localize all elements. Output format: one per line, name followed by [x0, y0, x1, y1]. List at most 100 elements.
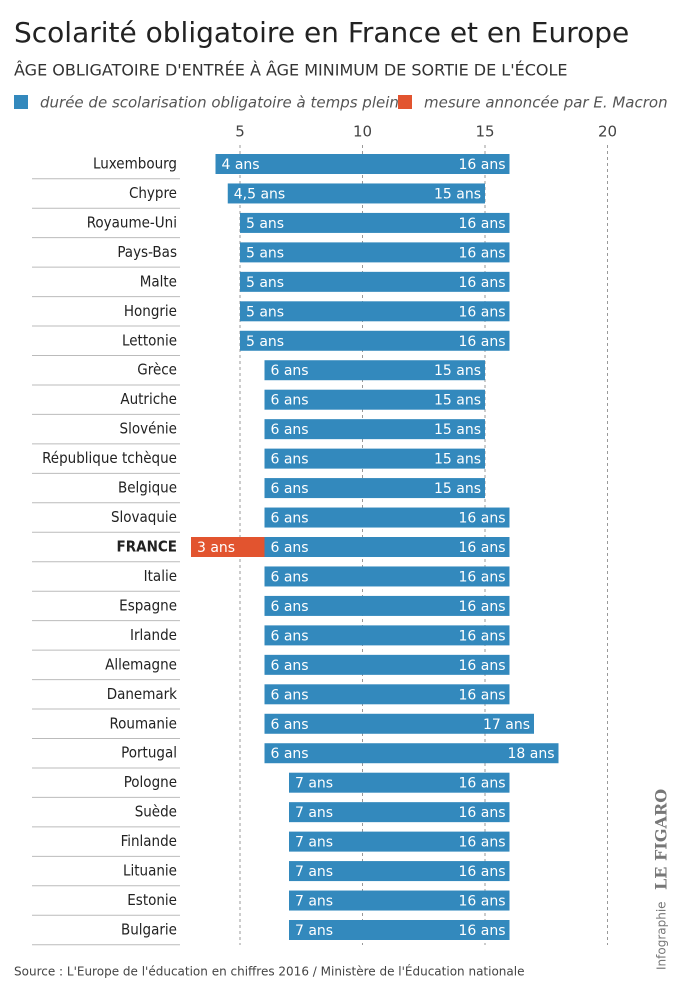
bar-high-label: 16 ans	[458, 805, 505, 821]
y-tick-label: Roumanie	[109, 714, 177, 732]
y-tick-label: Royaume-Uni	[87, 213, 177, 231]
bar-high-label: 16 ans	[458, 628, 505, 644]
bar-high-label: 16 ans	[458, 304, 505, 320]
bar	[289, 861, 510, 882]
y-tick-label: Lettonie	[122, 331, 177, 349]
bar-low-label: 6 ans	[271, 569, 309, 585]
bar	[215, 154, 510, 174]
bar-high-label: 15 ans	[434, 363, 481, 379]
bar-low-label: 5 ans	[246, 275, 284, 291]
y-tick-label: Pologne	[124, 773, 177, 791]
bar	[264, 713, 534, 734]
y-tick-label: Grèce	[137, 361, 177, 379]
bar-high-label: 16 ans	[458, 245, 505, 261]
bar-low-label: 7 ans	[295, 894, 333, 910]
bar-low-label: 7 ans	[295, 805, 333, 821]
bar	[264, 743, 559, 764]
bar-high-label: 15 ans	[434, 422, 481, 438]
y-tick-label: Pays-Bas	[117, 243, 177, 261]
chart-title: Scolarité obligatoire en France et en Eu…	[14, 16, 629, 49]
bar	[264, 478, 485, 499]
bar-high-label: 16 ans	[458, 540, 505, 556]
y-tick-label: Belgique	[118, 479, 177, 497]
bar-high-label: 16 ans	[458, 334, 505, 350]
bar-high-label: 16 ans	[458, 687, 505, 703]
bar	[240, 212, 510, 233]
bar-low-label: 4,5 ans	[234, 186, 285, 202]
x-tick-label: 15	[475, 123, 494, 141]
y-tick-label: Irlande	[130, 626, 177, 644]
bar-low-label: 4 ans	[222, 157, 260, 173]
legend-swatch	[398, 95, 412, 109]
bar-high-label: 16 ans	[458, 923, 505, 939]
bar-low-label: 7 ans	[295, 923, 333, 939]
y-tick-label: Slovaquie	[111, 508, 177, 526]
bar	[264, 507, 510, 528]
y-tick-label: Danemark	[107, 685, 177, 703]
y-tick-label: Portugal	[121, 744, 177, 762]
bar-low-label: 5 ans	[246, 304, 284, 320]
bar-high-label: 15 ans	[434, 452, 481, 468]
bar-high-label: 16 ans	[458, 894, 505, 910]
y-tick-label: Estonie	[127, 891, 177, 909]
bar-high-label: 17 ans	[483, 717, 530, 733]
bar	[264, 595, 510, 616]
bar-high-label: 16 ans	[458, 511, 505, 527]
bar-low-label: 6 ans	[271, 658, 309, 674]
bar	[264, 654, 510, 675]
bar-low-label: 6 ans	[271, 422, 309, 438]
bar	[264, 625, 510, 646]
credit-text: Infographie	[655, 901, 669, 970]
bar	[264, 537, 510, 557]
bar	[289, 831, 510, 852]
bar	[264, 360, 485, 381]
x-tick-label: 5	[235, 123, 245, 141]
bar	[289, 920, 510, 940]
bar-high-label: 16 ans	[458, 216, 505, 232]
bar-low-label: 6 ans	[271, 746, 309, 762]
bar	[289, 890, 510, 911]
x-tick-label: 10	[353, 123, 372, 141]
bar-low-label: 7 ans	[295, 776, 333, 792]
bar-high-label: 16 ans	[458, 275, 505, 291]
credit: Infographie LE FIGARO	[652, 789, 671, 970]
bar	[240, 242, 510, 263]
bar-low-label: 6 ans	[271, 717, 309, 733]
bar	[240, 330, 510, 351]
y-tick-label: Finlande	[121, 832, 177, 850]
y-tick-label: Italie	[144, 567, 177, 585]
y-tick-label: Lituanie	[123, 862, 177, 880]
bar-high-label: 16 ans	[458, 599, 505, 615]
bar-low-label: 3 ans	[197, 540, 235, 556]
bar	[289, 802, 510, 823]
y-tick-label: Luxembourg	[93, 155, 177, 173]
bar	[264, 448, 485, 469]
bar	[264, 566, 510, 587]
bar-high-label: 16 ans	[458, 569, 505, 585]
bar	[264, 684, 510, 705]
bar-high-label: 16 ans	[458, 776, 505, 792]
y-tick-label: Slovénie	[120, 420, 177, 438]
bar-high-label: 16 ans	[458, 658, 505, 674]
bar-low-label: 5 ans	[246, 216, 284, 232]
bar	[289, 772, 510, 793]
bar-low-label: 6 ans	[271, 511, 309, 527]
bar-high-label: 15 ans	[434, 393, 481, 409]
bar-low-label: 5 ans	[246, 245, 284, 261]
bar	[264, 419, 485, 440]
y-tick-label: République tchèque	[42, 449, 177, 467]
bar-high-label: 16 ans	[458, 835, 505, 851]
legend-label: durée de scolarisation obligatoire à tem…	[40, 94, 399, 112]
bar-high-label: 15 ans	[434, 481, 481, 497]
bar-high-label: 16 ans	[458, 864, 505, 880]
bar-low-label: 6 ans	[271, 393, 309, 409]
bar	[191, 537, 265, 557]
legend-swatch	[14, 95, 28, 109]
bar-low-label: 7 ans	[295, 835, 333, 851]
bar	[240, 271, 510, 292]
bar-low-label: 7 ans	[295, 864, 333, 880]
legend-label: mesure annoncée par E. Macron	[424, 94, 668, 112]
y-tick-label: Chypre	[129, 184, 177, 202]
y-tick-label: Suède	[135, 803, 177, 821]
